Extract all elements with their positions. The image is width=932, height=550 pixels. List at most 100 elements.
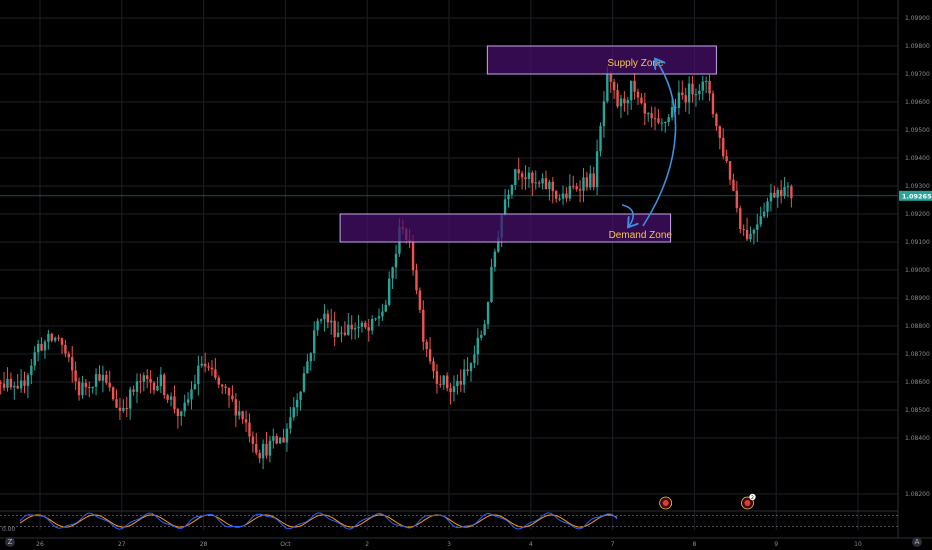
candle-body — [326, 313, 330, 323]
candle-body — [790, 186, 793, 199]
candle-body — [347, 324, 350, 335]
oscillator-pane: 0.00 — [0, 510, 898, 533]
candle-body — [57, 337, 60, 339]
candle-body — [752, 229, 756, 234]
candle-body — [480, 334, 483, 338]
candle-body — [687, 83, 691, 103]
candle-body — [231, 395, 234, 400]
candle-body — [128, 389, 132, 409]
event-marker-flag-icon — [662, 500, 669, 506]
candle-body — [626, 100, 629, 104]
candle-body — [330, 320, 333, 323]
zoom-left-button[interactable]: Z — [5, 537, 15, 547]
candle-body — [691, 83, 694, 95]
candle-body — [425, 341, 428, 350]
current-price-line: 1.09265 — [0, 190, 932, 201]
candle-body — [657, 118, 660, 123]
candle-body — [186, 399, 190, 403]
current-price-badge — [899, 190, 932, 201]
zoom-right-button[interactable]: A — [912, 537, 922, 547]
candle-body — [74, 370, 77, 382]
candle-body — [94, 374, 98, 387]
time-tick-label: 4 — [529, 541, 533, 548]
candle-body — [60, 338, 64, 345]
candle-body — [394, 253, 398, 268]
candle-body — [585, 177, 589, 188]
candlestick-series — [0, 66, 793, 470]
candle-body — [146, 375, 149, 380]
candle-body — [503, 199, 507, 216]
candle-body — [670, 107, 674, 118]
candle-body — [255, 443, 258, 453]
candle-body — [265, 443, 268, 456]
candle-body — [660, 122, 664, 124]
osc-slow-line — [19, 514, 618, 528]
price-tick-label: 1.08200 — [905, 491, 930, 498]
time-tick-label: Oct — [280, 541, 291, 548]
candle-body — [81, 382, 84, 396]
candle-body — [445, 375, 449, 389]
candle-body — [381, 311, 384, 317]
candle-body — [214, 369, 217, 378]
candle-body — [776, 189, 779, 198]
candle-body — [728, 161, 732, 180]
candle-body — [36, 343, 40, 353]
candle-body — [449, 388, 452, 393]
candle-body — [323, 313, 326, 320]
candle-body — [190, 389, 193, 400]
candle-body — [643, 103, 647, 114]
candle-body — [43, 341, 47, 351]
candle-body — [517, 169, 520, 174]
time-tick-label: 9 — [774, 541, 778, 548]
candle-body — [207, 366, 210, 368]
candle-body — [595, 151, 599, 188]
candle-body — [548, 181, 551, 189]
candle-body — [98, 374, 101, 381]
candle-body — [476, 337, 480, 355]
candle-body — [169, 396, 173, 400]
candle-body — [493, 251, 497, 267]
candle-body — [248, 422, 251, 437]
candle-body — [384, 304, 387, 312]
price-zones[interactable]: Supply Zone Demand Zone — [339, 45, 717, 243]
candle-body — [67, 353, 71, 358]
demand-zone-box[interactable] — [339, 213, 672, 243]
event-markers[interactable]: 2 — [659, 493, 756, 510]
candle-body — [664, 122, 667, 124]
candle-body — [340, 332, 343, 334]
candle-body — [220, 384, 224, 387]
supply-zone-box[interactable] — [486, 45, 717, 75]
candle-body — [111, 387, 115, 400]
candle-body — [313, 330, 316, 354]
candle-body — [432, 361, 435, 372]
candle-body — [357, 326, 360, 329]
candle-body — [704, 81, 708, 83]
candle-body — [0, 382, 2, 384]
candle-body — [275, 436, 278, 444]
candle-body — [415, 270, 418, 291]
osc-zero-label: 0.00 — [2, 526, 16, 533]
candle-body — [149, 379, 152, 383]
time-tick-label: 27 — [118, 541, 126, 548]
candle-body — [309, 353, 313, 362]
price-axis[interactable]: 1.09900 1.09800 1.09700 1.09600 1.09500 1.094… — [897, 0, 930, 538]
candle-body — [456, 380, 459, 387]
candle-body — [582, 177, 585, 191]
candle-body — [762, 211, 766, 217]
candle-body — [779, 189, 783, 197]
time-tick-label: 28 — [200, 541, 208, 548]
candle-body — [2, 383, 6, 388]
price-tick-label: 1.09200 — [905, 211, 930, 218]
candle-body — [462, 369, 466, 385]
candle-body — [30, 365, 33, 376]
candle-body — [722, 137, 725, 157]
candle-body — [374, 318, 377, 320]
time-axis[interactable]: 26 27 28 Oct 2 3 4 7 8 9 10 — [0, 537, 932, 548]
candle-body — [735, 190, 739, 209]
candle-body — [203, 363, 207, 367]
candle-body — [234, 399, 238, 416]
candle-body — [520, 173, 524, 178]
time-tick-label: 7 — [611, 541, 615, 548]
candle-body — [71, 357, 74, 371]
